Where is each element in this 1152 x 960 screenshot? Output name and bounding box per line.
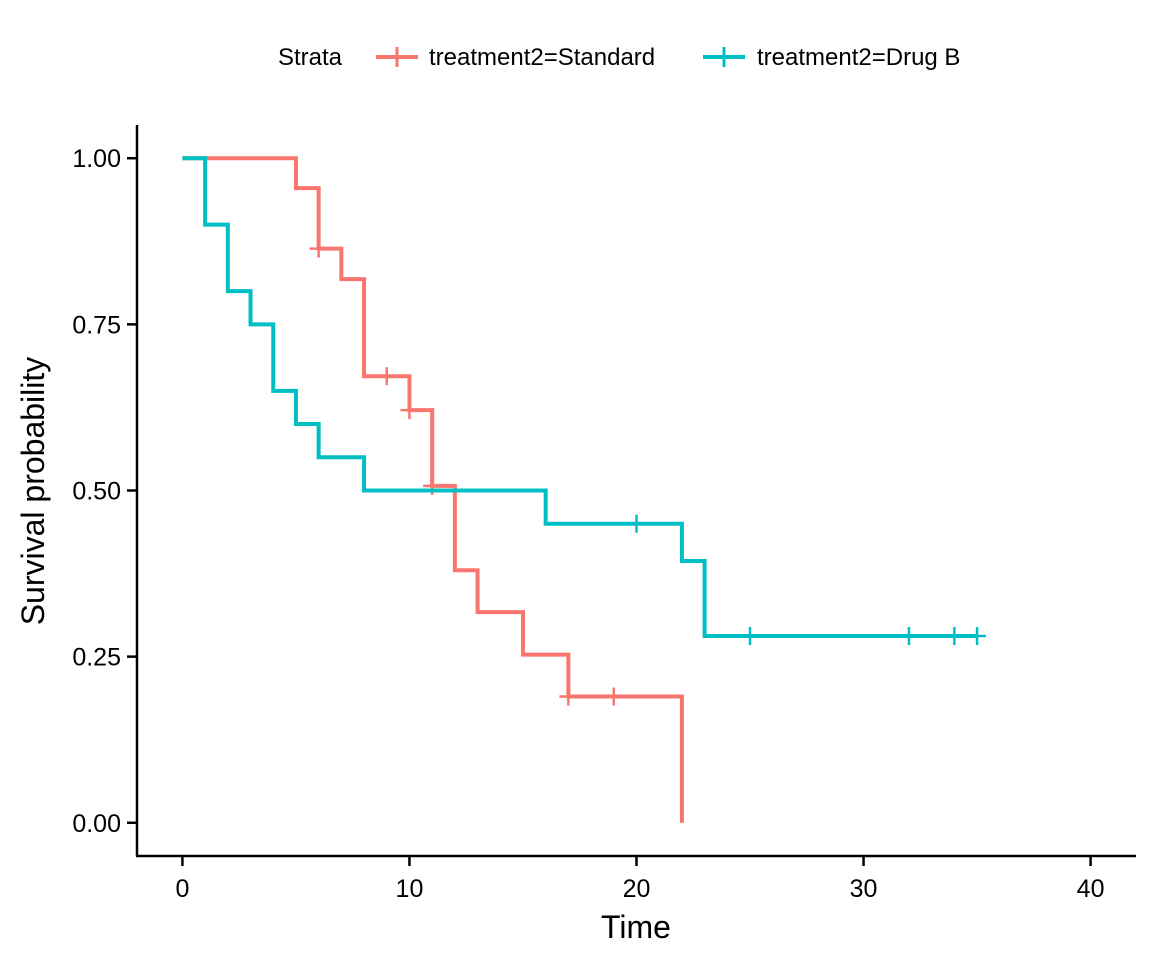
legend: Strata treatment2=Standard treatment2=Dr… bbox=[278, 44, 960, 71]
y-tick-label: 0.50 bbox=[72, 478, 121, 506]
x-tick-label: 40 bbox=[1077, 875, 1105, 903]
x-tick-label: 20 bbox=[623, 875, 651, 903]
x-axis-title: Time bbox=[601, 909, 671, 945]
y-axis-title: Survival probability bbox=[15, 357, 51, 626]
x-tick-label: 30 bbox=[850, 875, 878, 903]
y-tick-label: 1.00 bbox=[72, 145, 121, 173]
legend-key-standard bbox=[376, 47, 418, 67]
x-axis-ticks: 0 10 20 30 40 bbox=[175, 856, 1104, 903]
series-layer bbox=[182, 156, 987, 823]
series-standard bbox=[182, 156, 684, 823]
x-tick-label: 10 bbox=[396, 875, 424, 903]
y-tick-label: 0.25 bbox=[72, 644, 121, 672]
x-tick-label: 0 bbox=[175, 875, 189, 903]
y-axis-ticks: 0.00 0.25 0.50 0.75 1.00 bbox=[72, 145, 137, 838]
y-tick-label: 0.00 bbox=[72, 810, 121, 838]
legend-key-drug-b bbox=[703, 47, 745, 67]
legend-label-standard: treatment2=Standard bbox=[429, 44, 655, 71]
legend-title: Strata bbox=[278, 44, 343, 71]
legend-label-drug-b: treatment2=Drug B bbox=[757, 44, 960, 71]
survival-curve-drug-b bbox=[182, 156, 978, 639]
series-drug-b bbox=[182, 156, 987, 646]
survival-curve-standard bbox=[182, 156, 684, 823]
y-tick-label: 0.75 bbox=[72, 311, 121, 339]
